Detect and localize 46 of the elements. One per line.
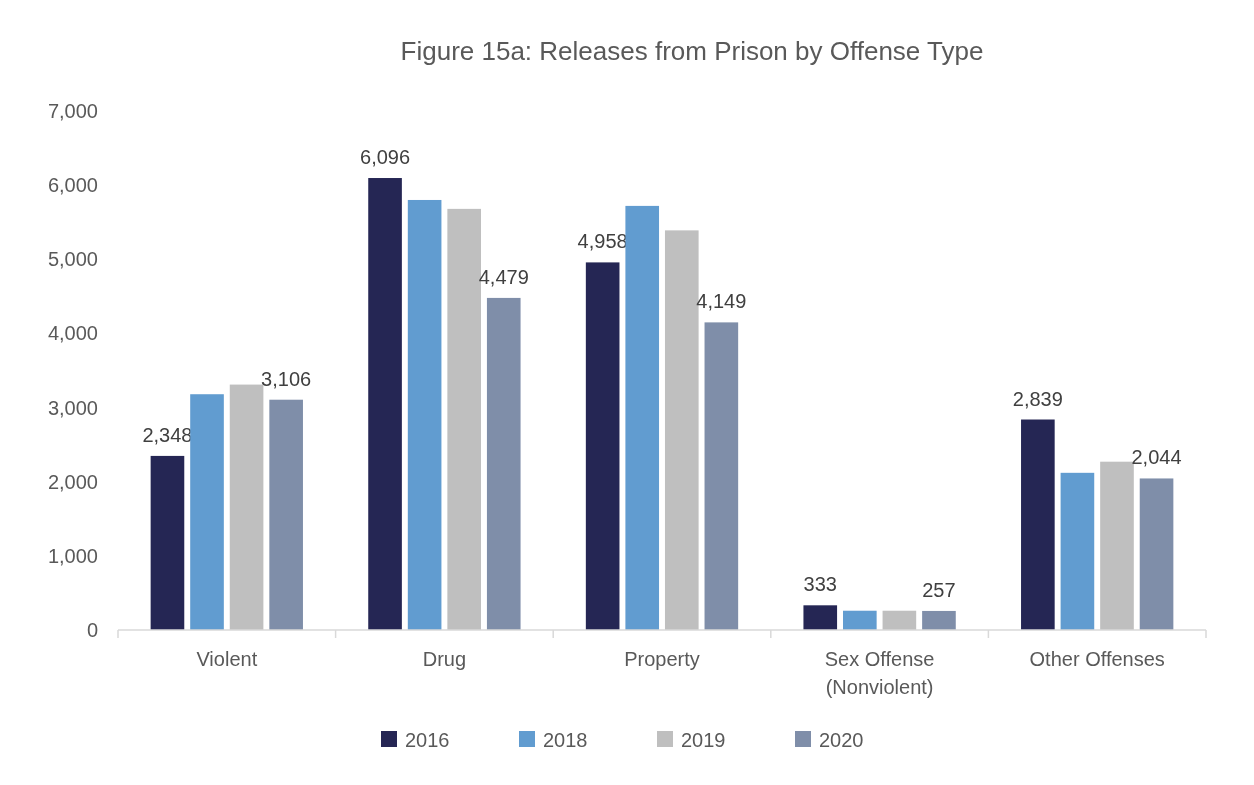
- bar: [803, 605, 838, 630]
- data-label: 4,149: [696, 290, 747, 313]
- bar: [704, 322, 739, 630]
- bar: [407, 199, 442, 630]
- data-label: 3,106: [261, 367, 312, 390]
- y-tick-label: 2,000: [47, 470, 98, 493]
- data-label: 4,479: [478, 265, 529, 288]
- bar: [1100, 461, 1134, 630]
- data-label: 257: [922, 578, 956, 601]
- bar: [229, 384, 264, 630]
- bar: [1139, 478, 1174, 630]
- bar: [922, 610, 956, 630]
- y-tick-label: 0: [86, 619, 98, 641]
- legend-label: 2016: [405, 729, 450, 751]
- bar: [843, 610, 877, 630]
- legend-label: 2020: [819, 729, 864, 751]
- bar: [1021, 419, 1055, 630]
- data-label: 4,958: [577, 230, 628, 253]
- chart-title: Figure 15a: Releases from Prison by Offense Type: [400, 36, 984, 66]
- legend-label: 2019: [681, 729, 726, 751]
- bar: [190, 394, 224, 630]
- bar: [447, 208, 481, 630]
- bar: [269, 399, 303, 630]
- y-tick-label: 6,000: [47, 174, 98, 197]
- x-tick-label: Sex Offense (Nonviolent): [824, 648, 935, 698]
- bar: [486, 297, 521, 630]
- bar: [150, 455, 185, 630]
- data-label: 6,096: [360, 146, 411, 169]
- x-tick-label: Drug: [422, 648, 467, 670]
- bar: [1060, 472, 1095, 630]
- y-tick-label: 1,000: [47, 544, 98, 567]
- x-tick-label: Property: [624, 648, 700, 670]
- x-tick-label: Violent: [196, 648, 258, 670]
- y-tick-label: 4,000: [47, 322, 98, 345]
- y-tick-label: 3,000: [47, 396, 98, 419]
- bar: [625, 205, 660, 630]
- y-tick-label: 7,000: [47, 100, 98, 122]
- bar: [368, 178, 402, 630]
- data-label: 333: [803, 573, 837, 596]
- legend-label: 2018: [543, 729, 588, 751]
- data-label: 2,839: [1012, 387, 1063, 410]
- data-label: 2,044: [1131, 446, 1182, 469]
- bar: [585, 262, 620, 630]
- y-tick-label: 5,000: [47, 248, 98, 271]
- bar: [882, 610, 917, 630]
- x-tick-label: Other Offenses: [1029, 648, 1165, 670]
